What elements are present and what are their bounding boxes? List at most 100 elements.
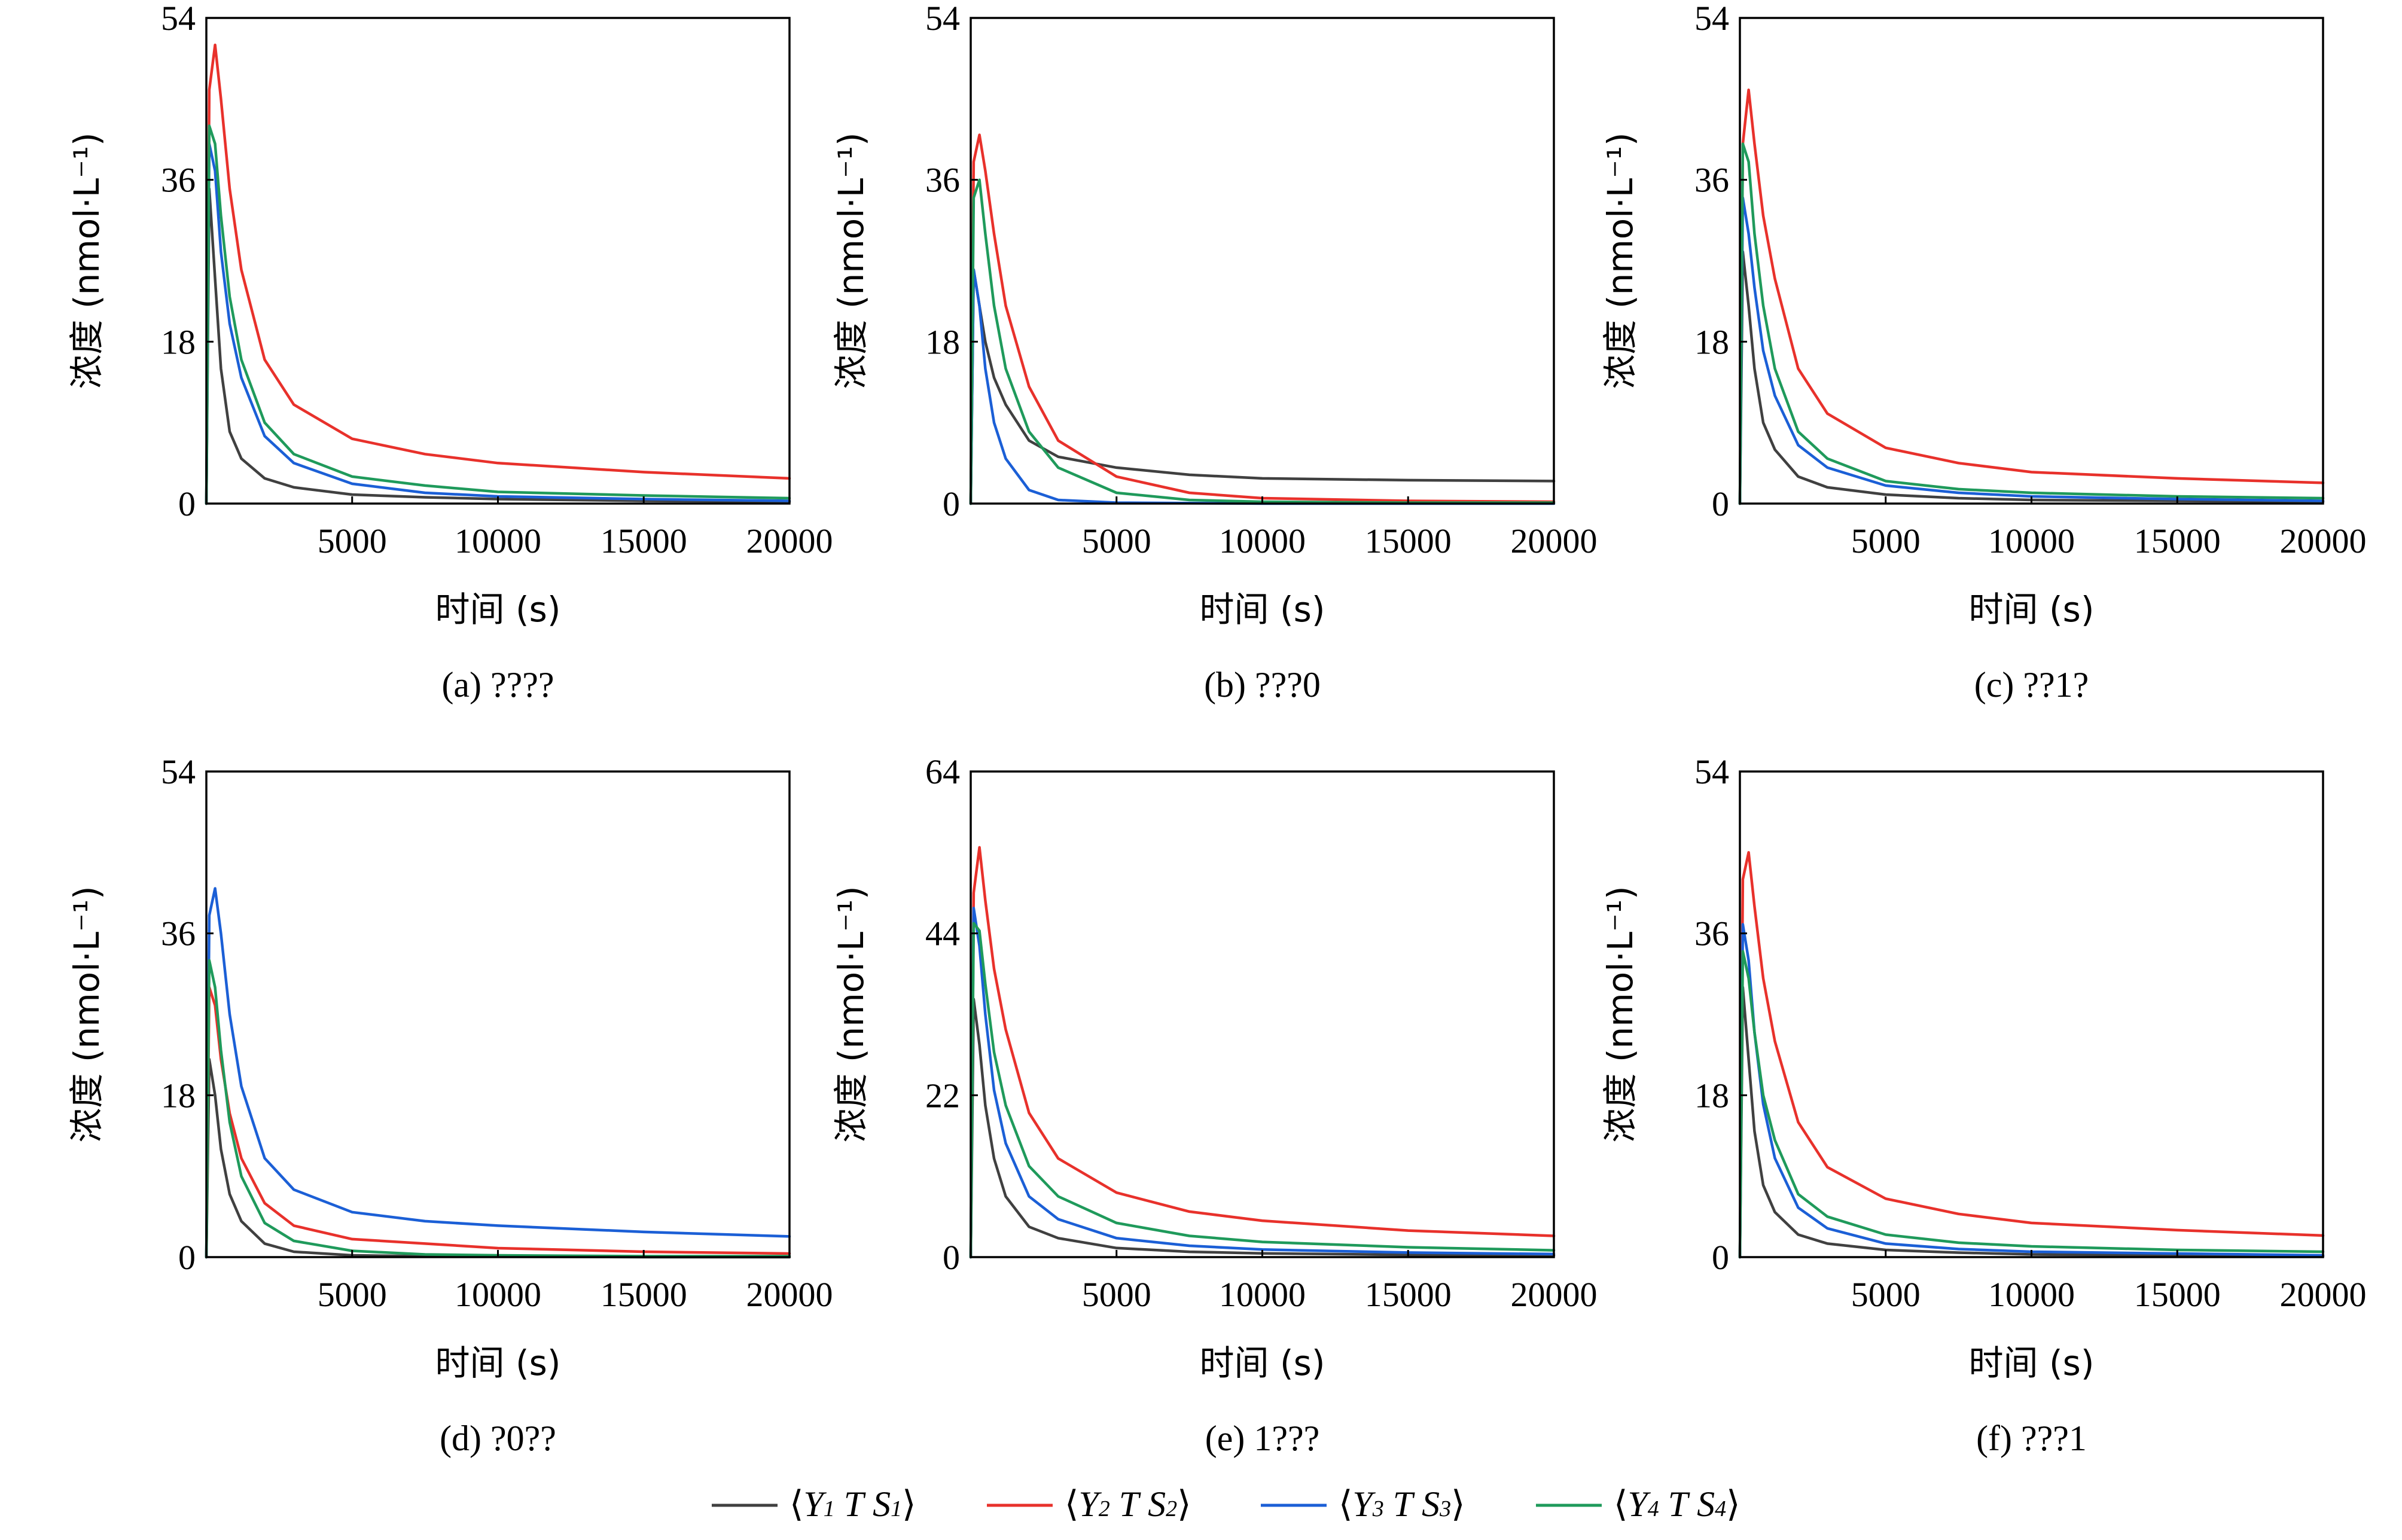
x-tick-label: 15000: [1365, 1275, 1452, 1314]
chart-panel: 0 22 44 64 5000 10000 15000 20000 时间 (s) 浓度 (nmol…: [831, 752, 1598, 1458]
y-tick-label: 22: [925, 1076, 960, 1115]
y-tick-label: 64: [925, 752, 960, 791]
panel-caption: (a) ????: [441, 665, 554, 705]
series-line-y1: [205, 1057, 791, 1259]
y-tick-label: 18: [1694, 1076, 1729, 1115]
x-tick-label: 15000: [600, 1275, 687, 1314]
x-tick-label: 20000: [746, 522, 833, 560]
series-line-y3: [205, 887, 791, 1259]
y-tick-label: 44: [925, 914, 960, 953]
plot-frame: [205, 17, 791, 505]
x-axis-label: 时间 (s): [1969, 589, 2095, 630]
legend-entry-y4: ⟨Y4 T S4⟩: [1536, 1484, 1740, 1524]
y-tick-label: 36: [161, 161, 196, 200]
x-axis-label: 时间 (s): [1200, 1343, 1325, 1383]
y-tick-label: 0: [1712, 1238, 1729, 1277]
plot-frame: [205, 770, 791, 1258]
series-line-y2: [1738, 851, 2325, 1259]
series-line-y4: [1738, 142, 2325, 505]
x-tick-label: 5000: [1851, 1275, 1921, 1314]
series-line-y2: [969, 133, 1556, 505]
plot-frame: [970, 17, 1555, 505]
series-line-y4: [205, 124, 791, 505]
legend-label: ⟨Y2 T S2⟩: [1065, 1484, 1191, 1524]
legend-entry-y3: ⟨Y3 T S3⟩: [1261, 1484, 1465, 1524]
y-tick-label: 36: [1694, 161, 1729, 200]
y-tick-label: 0: [178, 1238, 196, 1277]
plot-frame: [970, 770, 1555, 1258]
y-axis-label: 浓度 (nmol·L⁻¹): [66, 886, 107, 1142]
x-tick-label: 20000: [1511, 522, 1598, 560]
y-axis-label: 浓度 (nmol·L⁻¹): [1600, 132, 1641, 389]
series-line-y2: [205, 43, 791, 505]
x-tick-label: 10000: [455, 1275, 541, 1314]
y-tick-label: 18: [1694, 322, 1729, 361]
series-line-y2: [969, 846, 1556, 1259]
x-tick-label: 10000: [1988, 522, 2075, 560]
y-tick-label: 18: [925, 322, 960, 361]
series-line-y3: [969, 907, 1556, 1259]
y-tick-label: 54: [161, 0, 196, 38]
plot-frame: [1739, 17, 2324, 505]
legend-label: ⟨Y4 T S4⟩: [1614, 1484, 1740, 1524]
x-tick-label: 20000: [746, 1275, 833, 1314]
y-tick-label: 36: [161, 914, 196, 953]
y-axis-label: 浓度 (nmol·L⁻¹): [831, 886, 871, 1142]
legend-label: ⟨Y1 T S1⟩: [790, 1484, 916, 1524]
chart-legend: ⟨Y1 T S1⟩ ⟨Y2 T S2⟩ ⟨Y3 T S3⟩ ⟨Y4 T S4⟩: [712, 1484, 1740, 1524]
series-line-y3: [1738, 923, 2325, 1259]
legend-entry-y1: ⟨Y1 T S1⟩: [712, 1484, 916, 1524]
x-tick-label: 10000: [455, 522, 541, 560]
y-tick-label: 36: [1694, 914, 1729, 953]
legend-entry-y2: ⟨Y2 T S2⟩: [987, 1484, 1191, 1524]
plot-frame: [1739, 770, 2324, 1258]
y-tick-label: 36: [925, 161, 960, 200]
y-tick-label: 0: [1712, 484, 1729, 523]
chart-panel: 0 18 36 54 5000 10000 15000 20000 时间 (s) 浓度 (nmol…: [831, 0, 1598, 705]
chart-panels: 0 18 36 54 5000 10000 15000 20000 时间 (s) 浓度 (nmol…: [66, 0, 2367, 1458]
y-tick-label: 54: [161, 752, 196, 791]
y-tick-label: 18: [161, 322, 196, 361]
x-tick-label: 15000: [2134, 1275, 2221, 1314]
y-tick-label: 54: [1694, 0, 1729, 38]
x-tick-label: 5000: [318, 522, 387, 560]
legend-label: ⟨Y3 T S3⟩: [1339, 1484, 1465, 1524]
panel-caption: (c) ??1?: [1974, 665, 2089, 705]
chart-panel: 0 18 36 54 5000 10000 15000 20000 时间 (s) 浓度 (nmol…: [1600, 752, 2367, 1458]
x-tick-label: 20000: [2280, 522, 2367, 560]
series-line-y4: [969, 922, 1556, 1259]
x-tick-label: 5000: [318, 1275, 387, 1314]
panel-caption: (e) 1???: [1205, 1419, 1319, 1458]
x-tick-label: 10000: [1219, 522, 1306, 560]
series-line-y1: [1738, 250, 2325, 505]
x-tick-label: 15000: [600, 522, 687, 560]
x-axis-label: 时间 (s): [435, 1343, 561, 1383]
series-line-y4: [969, 178, 1556, 505]
chart-panel: 0 18 36 54 5000 10000 15000 20000 时间 (s) 浓度 (nmol…: [66, 0, 833, 705]
panel-caption: (f) ???1: [1976, 1419, 2087, 1458]
x-tick-label: 5000: [1082, 522, 1151, 560]
x-axis-label: 时间 (s): [1969, 1343, 2095, 1383]
x-tick-label: 15000: [2134, 522, 2221, 560]
y-tick-label: 0: [178, 484, 196, 523]
x-tick-label: 5000: [1851, 522, 1921, 560]
chart-panel: 0 18 36 54 5000 10000 15000 20000 时间 (s) 浓度 (nmol…: [66, 752, 833, 1458]
series-line-y2: [205, 986, 791, 1259]
y-axis-label: 浓度 (nmol·L⁻¹): [1600, 886, 1641, 1142]
x-tick-label: 5000: [1082, 1275, 1151, 1314]
panel-caption: (d) ?0??: [440, 1419, 556, 1458]
y-tick-label: 54: [1694, 752, 1729, 791]
x-tick-label: 20000: [2280, 1275, 2367, 1314]
y-tick-label: 18: [161, 1076, 196, 1115]
chart-panel: 0 18 36 54 5000 10000 15000 20000 时间 (s) 浓度 (nmol…: [1600, 0, 2367, 705]
y-tick-label: 54: [925, 0, 960, 38]
y-axis-label: 浓度 (nmol·L⁻¹): [66, 132, 107, 389]
y-tick-label: 0: [943, 1238, 960, 1277]
series-line-y4: [205, 959, 791, 1259]
series-line-y2: [1738, 89, 2325, 505]
x-axis-label: 时间 (s): [1200, 589, 1325, 630]
x-tick-label: 10000: [1988, 1275, 2075, 1314]
panel-caption: (b) ???0: [1204, 665, 1321, 705]
x-tick-label: 15000: [1365, 522, 1452, 560]
